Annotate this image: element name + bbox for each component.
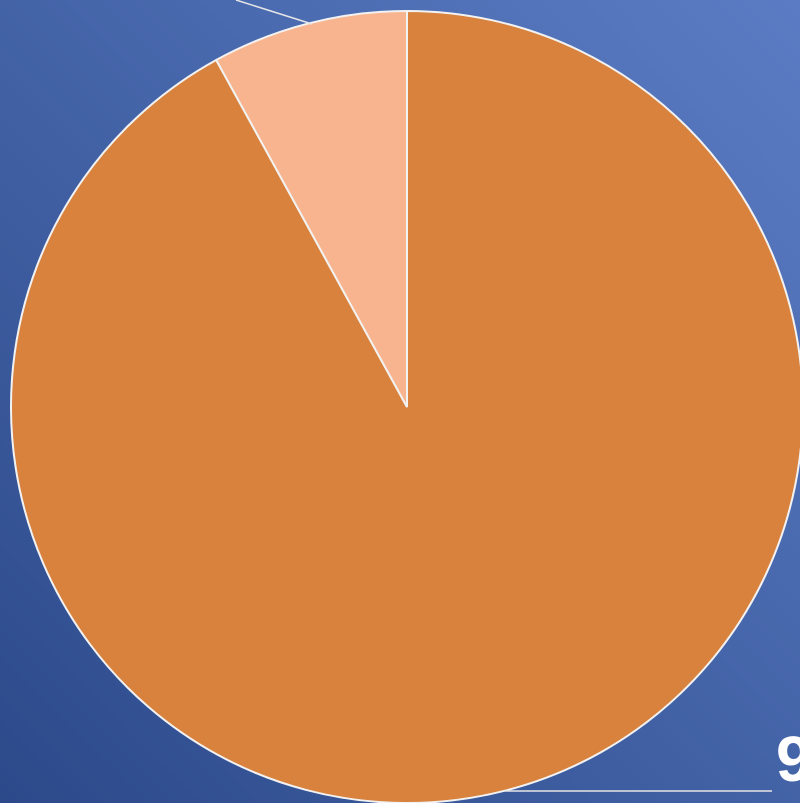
- data-labels: 9: [776, 723, 800, 795]
- data-label-slice-1: 9: [776, 723, 800, 795]
- leader-lines: [235, 0, 772, 792]
- leader-line-slice-2: [235, 0, 313, 25]
- pie-slices: [10, 9, 800, 803]
